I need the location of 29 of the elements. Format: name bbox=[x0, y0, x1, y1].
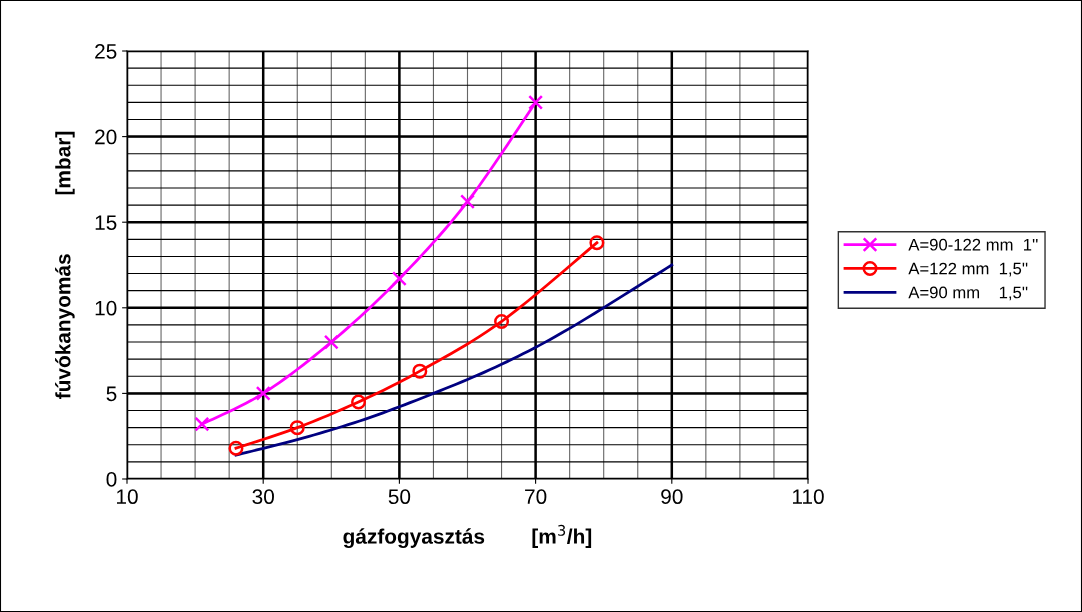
x-tick-label: 10 bbox=[117, 489, 138, 505]
point bbox=[228, 440, 244, 456]
y-tick-label: 20 bbox=[95, 129, 117, 145]
point bbox=[589, 235, 605, 251]
x-tick-label: 30 bbox=[252, 489, 274, 505]
x-tick-label: 90 bbox=[661, 489, 683, 505]
y-axis-title: fúvókanyomás [mbar] bbox=[55, 131, 75, 399]
point bbox=[289, 420, 305, 436]
y-tick-label: 25 bbox=[95, 44, 117, 59]
x-tick-label: 70 bbox=[525, 489, 547, 505]
point bbox=[460, 194, 475, 210]
x-axis-title: gázfogyasztás [m$^{3}$/h] bbox=[343, 524, 592, 549]
y-tick-label: 0 bbox=[106, 472, 117, 487]
point bbox=[528, 94, 544, 110]
x-tick-label: 50 bbox=[388, 489, 411, 505]
point bbox=[391, 271, 407, 287]
point bbox=[323, 334, 339, 350]
y-tick-label: 10 bbox=[95, 300, 117, 316]
legend-label: A=122 mm 1,5'' bbox=[908, 262, 1028, 277]
point bbox=[255, 385, 271, 401]
x-tick-label: 110 bbox=[792, 489, 824, 505]
point bbox=[194, 416, 210, 432]
legend-label: A=90 mm 1,5'' bbox=[908, 286, 1028, 301]
legend-label: A=90-122 mm 1'' bbox=[908, 238, 1038, 251]
point bbox=[494, 314, 510, 329]
point bbox=[412, 363, 428, 379]
y-tick-label: 15 bbox=[95, 215, 117, 230]
point bbox=[351, 394, 367, 410]
y-tick-label: 5 bbox=[106, 386, 117, 402]
